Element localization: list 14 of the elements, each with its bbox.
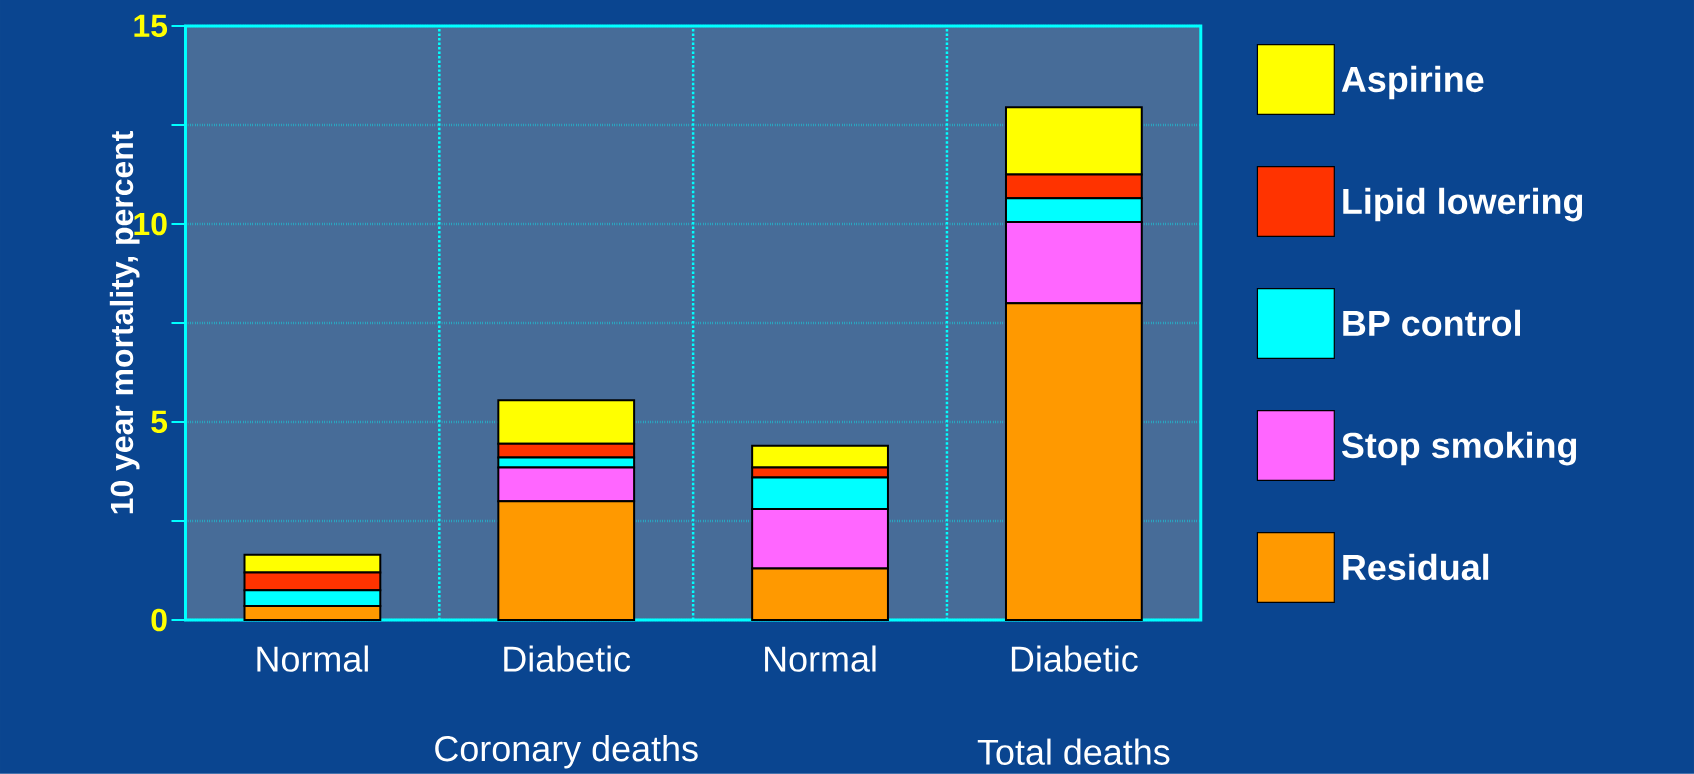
y-tick-label: 15	[134, 14, 168, 38]
legend-label: Residual	[1343, 553, 1489, 581]
legend-label: Aspirine	[1341, 65, 1484, 100]
text: Coronary deaths	[435, 735, 698, 769]
y-tick-label: 5	[151, 410, 168, 434]
y-tick-label: 0	[151, 608, 167, 632]
x-tick-label: Diabetic	[1011, 645, 1138, 672]
x-tick-label: Normal	[257, 645, 368, 672]
legend-label: Stop smoking	[1341, 431, 1577, 466]
legend-label: Lipid lowering	[1343, 187, 1583, 222]
legend-label: BP control	[1343, 309, 1521, 337]
text: Total deaths	[977, 738, 1170, 766]
x-tick-label: Normal	[765, 645, 876, 672]
x-tick-label: Diabetic	[504, 645, 631, 672]
